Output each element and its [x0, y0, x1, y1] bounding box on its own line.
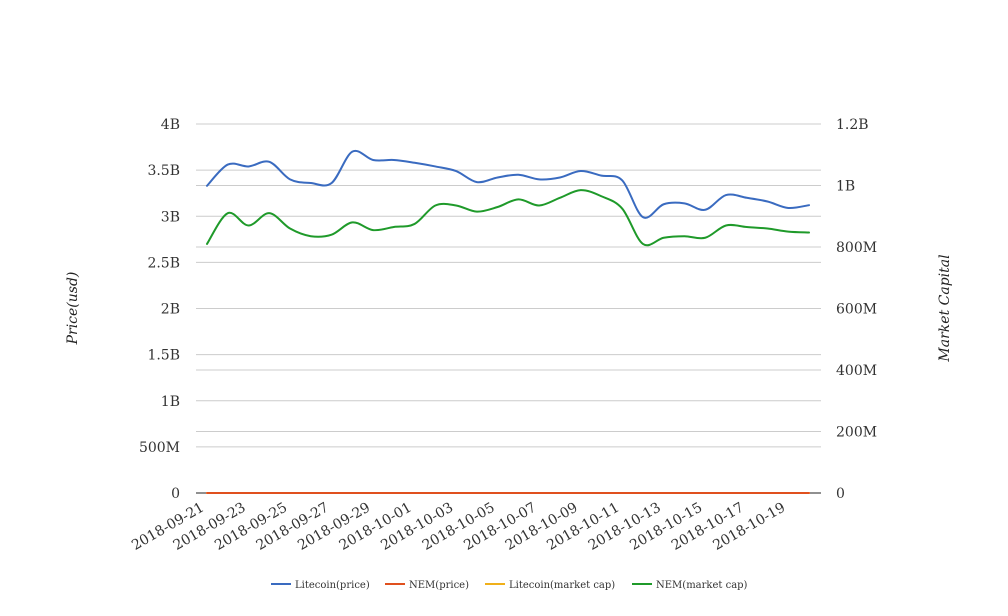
right-axis-tick-label: 1.2B [836, 117, 869, 133]
left-axis-tick-label: 4B [161, 117, 180, 133]
left-axis-tick-label: 3.5B [147, 163, 180, 179]
right-axis-title: Market Capital [937, 254, 953, 362]
x-axis-ticks: 2018-09-212018-09-232018-09-252018-09-27… [129, 500, 788, 554]
legend-label: NEM(price) [409, 580, 469, 591]
right-axis-tick-label: 0 [836, 486, 845, 502]
left-axis-tick-label: 2.5B [147, 255, 180, 271]
left-axis-tick-label: 3B [161, 209, 180, 225]
right-axis-tick-label: 400M [836, 363, 877, 379]
right-axis-tick-label: 200M [836, 425, 877, 441]
legend-item[interactable]: NEM(market cap) [632, 580, 748, 591]
legend-item[interactable]: Litecoin(price) [271, 580, 370, 591]
right-axis-tick-label: 600M [836, 302, 877, 318]
legend-item[interactable]: Litecoin(market cap) [485, 580, 615, 591]
legend: Litecoin(price) NEM(price) Litecoin(market… [271, 580, 748, 591]
right-axis-tick-label: 800M [836, 240, 877, 256]
left-axis-ticks: 0 500M 1B 1.5B 2B 2.5B 3B 3.5B 4B [139, 117, 180, 502]
left-axis-title: Price(usd) [65, 272, 81, 346]
legend-label: Litecoin(price) [295, 580, 370, 591]
legend-label: NEM(market cap) [656, 580, 748, 591]
series-line-litecoin-price [206, 149, 810, 219]
left-axis-tick-label: 0 [171, 486, 180, 502]
left-axis-tick-label: 500M [139, 440, 180, 456]
left-axis-tick-label: 2B [161, 302, 180, 318]
series-line-nem-market-cap [206, 189, 810, 247]
legend-label: Litecoin(market cap) [509, 580, 615, 591]
right-axis-tick-label: 1B [836, 179, 855, 195]
right-gridlines [196, 123, 821, 432]
right-axis-ticks: 0 200M 400M 600M 800M 1B 1.2B [836, 117, 877, 502]
series-lines [206, 149, 810, 495]
legend-item[interactable]: NEM(price) [385, 580, 469, 591]
left-axis-tick-label: 1.5B [147, 348, 180, 364]
left-axis-tick-label: 1B [161, 394, 180, 410]
